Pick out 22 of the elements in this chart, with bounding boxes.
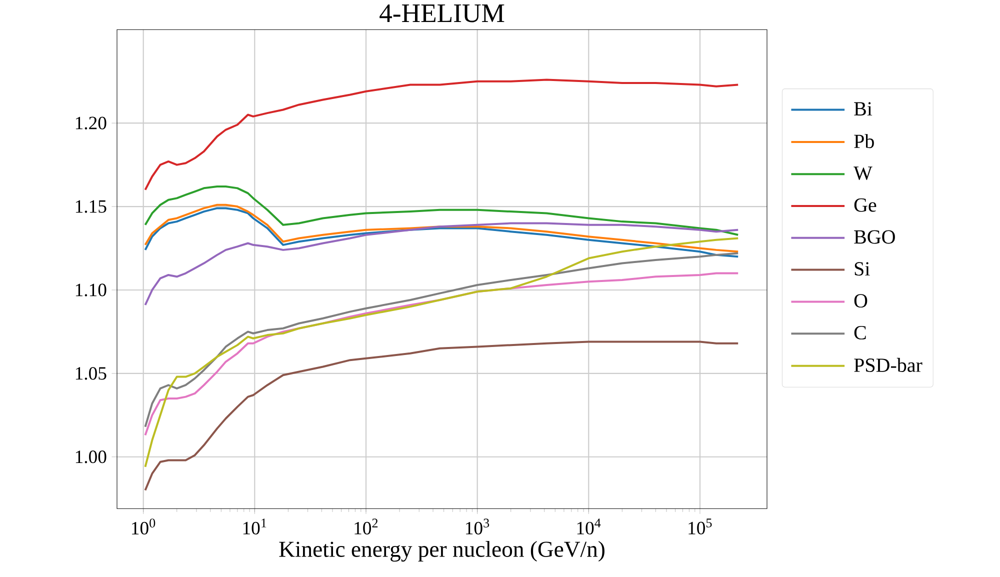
chart-title: 4-HELIUM xyxy=(380,4,504,22)
legend-label: Pb xyxy=(854,134,874,148)
legend-label: Si xyxy=(854,262,870,276)
x-tick-label: 10$^{3}$ xyxy=(466,518,490,535)
y-tick-label: 1.05 xyxy=(76,367,106,380)
legend-label: PSD-bar xyxy=(854,358,922,372)
legend-label: Ge xyxy=(854,198,876,212)
x-tick-label: 10$^{5}$ xyxy=(688,518,712,535)
legend-label: W xyxy=(854,166,872,180)
x-tick-label: 10$^{2}$ xyxy=(354,518,378,535)
y-tick-label: 1.20 xyxy=(76,116,106,130)
x-tick-label: 10$^{4}$ xyxy=(577,518,601,535)
legend-label: C xyxy=(854,326,866,340)
x-axis-title: Kinetic energy per nucleon (GeV/n) xyxy=(279,541,604,562)
y-tick-label: 1.00 xyxy=(76,450,106,464)
legend-label: O xyxy=(854,294,868,308)
x-tick-label: 10$^{0}$ xyxy=(132,518,156,535)
legend-label: BGO xyxy=(854,230,895,244)
legend-label: Bi xyxy=(854,102,872,116)
y-tick-label: 1.15 xyxy=(76,200,106,214)
x-tick-label: 10$^{1}$ xyxy=(243,518,266,535)
y-tick-label: 1.10 xyxy=(76,284,106,297)
